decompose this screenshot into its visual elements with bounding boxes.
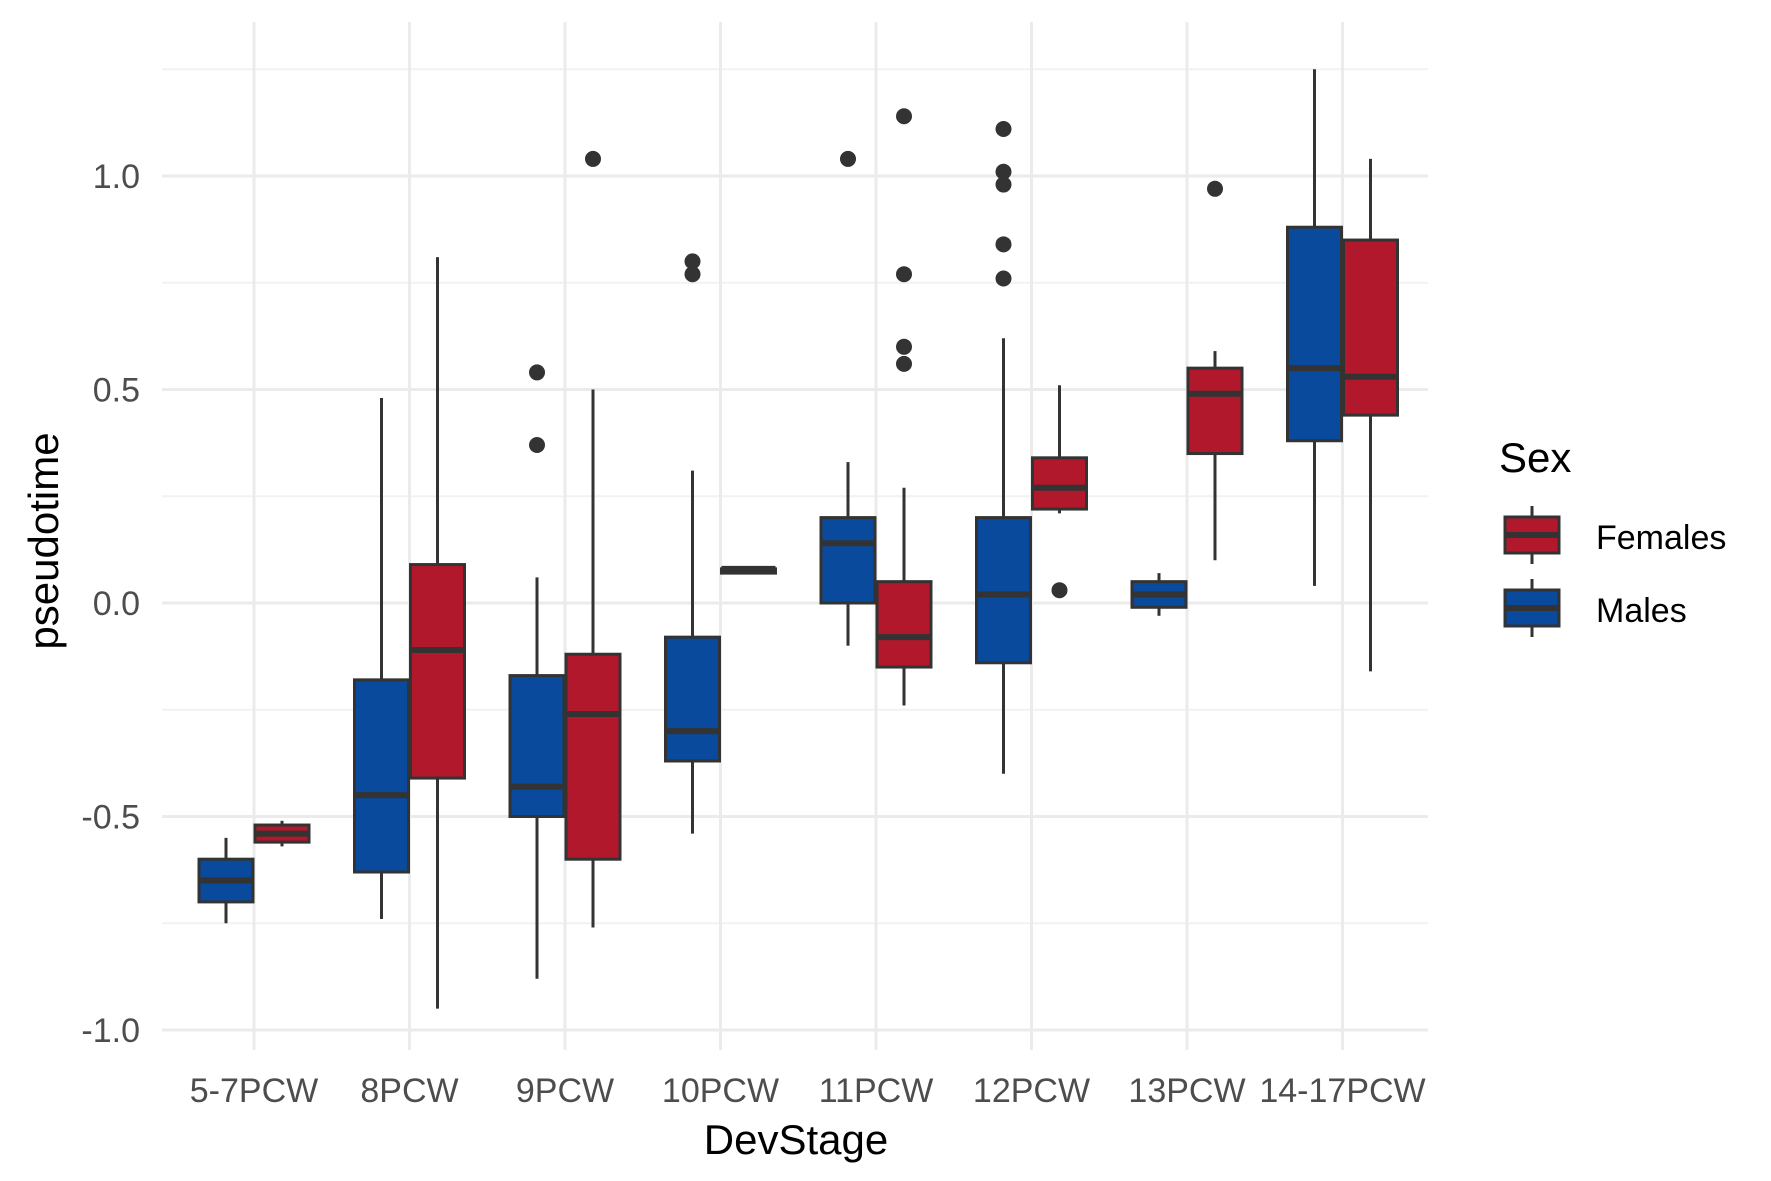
outlier-point	[1051, 582, 1068, 599]
box-iqr	[508, 674, 566, 819]
box-females-5-7PCW	[253, 820, 311, 847]
outlier-point	[840, 150, 856, 167]
box-females-13PCW	[1186, 180, 1244, 561]
outlier-point	[529, 364, 545, 381]
box-plot-marks	[197, 69, 1399, 1009]
box-males-11PCW	[819, 150, 877, 646]
y-tick-label: 1.0	[93, 158, 140, 196]
x-tick-label: 14-17PCW	[1259, 1072, 1425, 1110]
y-tick-label: -0.5	[81, 799, 140, 837]
legend-label-females: Females	[1596, 519, 1726, 557]
box-iqr	[664, 635, 721, 763]
box-iqr	[1286, 225, 1343, 443]
legend-key-males	[1503, 579, 1561, 637]
outlier-point	[896, 355, 912, 372]
box-males-5-7PCW	[197, 837, 255, 924]
legend-title: Sex	[1499, 434, 1571, 481]
box-females-8PCW	[409, 257, 466, 1009]
box-males-8PCW	[353, 398, 410, 919]
outlier-point	[896, 266, 912, 283]
box-iqr	[409, 563, 466, 780]
y-tick-label: 0.0	[93, 585, 140, 623]
box-iqr	[819, 516, 877, 605]
grid-lines	[162, 22, 1428, 1050]
box-females-12PCW	[1031, 385, 1088, 599]
box-iqr	[875, 580, 933, 669]
outlier-point	[585, 150, 601, 167]
outlier-point	[995, 176, 1012, 193]
outlier-point	[995, 163, 1012, 180]
box-iqr	[564, 652, 622, 861]
outlier-point	[995, 121, 1012, 138]
box-iqr	[1342, 238, 1399, 417]
legend: Sex Females Males	[1499, 434, 1726, 637]
y-tick-labels: -1.0 -0.5 0.0 0.5 1.0	[81, 158, 140, 1050]
box-iqr	[975, 516, 1032, 665]
x-tick-label: 13PCW	[1128, 1072, 1245, 1110]
outlier-point	[684, 253, 701, 270]
box-females-11PCW	[875, 108, 933, 706]
y-tick-label: -1.0	[81, 1012, 140, 1050]
outlier-point	[684, 266, 701, 283]
box-females-9PCW	[564, 150, 622, 928]
outlier-point	[995, 270, 1012, 287]
box-females-14-17PCW	[1342, 158, 1399, 672]
box-females-10PCW	[720, 565, 777, 575]
x-tick-label: 8PCW	[360, 1072, 458, 1110]
outlier-point	[529, 437, 545, 454]
y-axis-title: pseudotime	[20, 432, 67, 649]
y-tick-label: 0.5	[93, 372, 140, 410]
outlier-point	[896, 108, 912, 125]
box-iqr	[1186, 366, 1244, 456]
box-males-10PCW	[664, 253, 721, 834]
outlier-point	[1207, 180, 1223, 197]
x-tick-label: 5-7PCW	[190, 1072, 318, 1110]
box-iqr	[353, 678, 410, 874]
outlier-point	[896, 338, 912, 355]
x-tick-label: 11PCW	[819, 1072, 934, 1110]
x-tick-label: 9PCW	[516, 1072, 614, 1110]
box-males-14-17PCW	[1286, 69, 1343, 586]
x-tick-label: 12PCW	[973, 1072, 1090, 1110]
x-tick-label: 10PCW	[662, 1072, 779, 1110]
legend-label-males: Males	[1596, 592, 1687, 630]
legend-key-females	[1503, 506, 1561, 564]
box-males-12PCW	[975, 121, 1032, 774]
outlier-point	[995, 236, 1012, 253]
legend-keys	[1503, 506, 1561, 637]
x-tick-labels: 5-7PCW 8PCW 9PCW 10PCW 11PCW 12PCW 13PCW 14-17P…	[190, 1072, 1426, 1110]
box-iqr	[1031, 456, 1088, 511]
box-males-9PCW	[508, 364, 566, 979]
box-males-13PCW	[1130, 573, 1188, 616]
x-axis-title: DevStage	[704, 1116, 888, 1163]
